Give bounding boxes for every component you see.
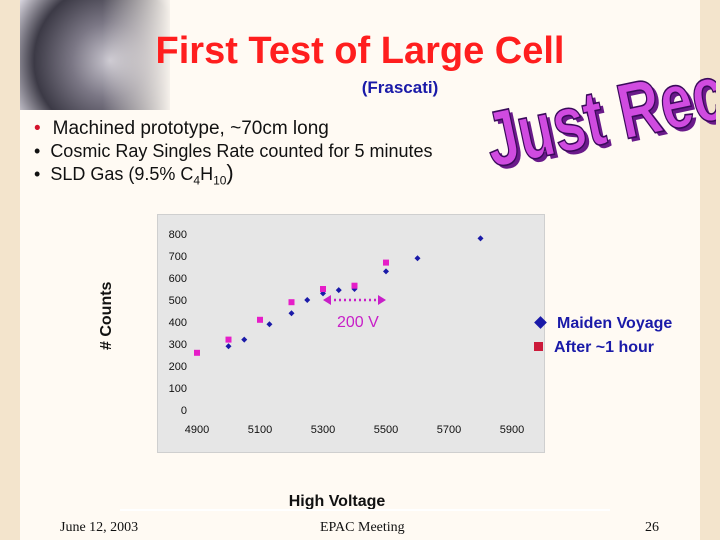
data-point-after <box>351 282 358 289</box>
slide-subtitle: (Frascati) <box>361 78 439 97</box>
legend-item-maiden: Maiden Voyage <box>534 312 672 336</box>
bullet-text-2: Cosmic Ray Singles Rate counted for 5 mi… <box>50 141 433 161</box>
data-point-maiden <box>241 336 248 343</box>
footer-event: EPAC Meeting <box>320 520 405 535</box>
page-number: 26 <box>645 520 659 535</box>
data-point-maiden <box>335 287 342 294</box>
x-tick-label: 5700 <box>437 424 461 436</box>
data-point-after <box>383 259 389 266</box>
photo-fade <box>20 0 170 110</box>
slide-title: First Test of Large Cell <box>155 30 565 72</box>
x-tick-label: 5300 <box>311 424 335 436</box>
bullet-dot-icon: • <box>34 118 41 139</box>
y-tick-label: 700 <box>169 251 187 263</box>
data-point-maiden <box>477 235 484 242</box>
bullet-text-3a: SLD Gas (9.5% C <box>50 164 194 184</box>
x-tick-label: 5500 <box>374 424 398 436</box>
bullet-dot-icon: • <box>34 164 41 184</box>
x-tick-label: 5900 <box>500 424 524 436</box>
bullet-sub-2: 10 <box>213 173 227 188</box>
bullet-text-3b: H <box>200 164 214 184</box>
y-tick-label: 800 <box>169 229 187 241</box>
bullet-list: • Machined prototype, ~70cm long • Cosmic … <box>34 118 433 192</box>
y-tick-label: 100 <box>169 383 187 395</box>
bullet-item-2: • Cosmic Ray Singles Rate counted for 5 m… <box>34 140 433 162</box>
annotation-label: 200 V <box>337 314 379 331</box>
arrow-right-icon <box>378 295 386 305</box>
x-tick-label: 5100 <box>248 424 272 436</box>
bullet-sub-1: 4 <box>193 173 201 188</box>
data-point-after <box>257 316 263 323</box>
just-received-stamp: Just Received! Just Received! <box>480 62 716 172</box>
bullet-text-3c: ) <box>226 160 234 185</box>
y-axis-label: # Counts <box>98 281 115 350</box>
x-axis-label: High Voltage <box>288 493 386 510</box>
data-point-maiden <box>266 321 273 328</box>
chart-legend: Maiden Voyage After ~1 hour <box>534 312 672 360</box>
footer-divider <box>120 509 610 511</box>
y-tick-label: 400 <box>169 317 187 329</box>
legend-item-after: After ~1 hour <box>534 336 672 360</box>
data-point-maiden <box>304 297 311 303</box>
data-point-maiden <box>288 310 295 317</box>
chart-area <box>157 214 545 453</box>
data-point-after <box>194 349 200 356</box>
y-tick-label: 300 <box>169 339 187 351</box>
data-point-maiden <box>383 268 389 275</box>
arrow-left-icon <box>323 295 331 305</box>
data-point-after <box>288 299 295 306</box>
y-tick-label: 500 <box>169 295 187 307</box>
data-point-maiden <box>225 343 232 350</box>
legend-label-1: Maiden Voyage <box>557 315 673 332</box>
bullet-item-1: • Machined prototype, ~70cm long <box>34 118 433 140</box>
y-tick-label: 200 <box>169 361 187 373</box>
data-point-after <box>225 336 232 343</box>
y-axis-label-wrap: # Counts <box>98 228 122 358</box>
legend-label-2: After ~1 hour <box>554 339 655 356</box>
bullet-item-3: • SLD Gas (9.5% C4H10) <box>34 162 433 192</box>
y-tick-label: 600 <box>169 273 187 285</box>
footer-date: June 12, 2003 <box>60 520 139 535</box>
x-tick-label: 4900 <box>185 424 209 436</box>
square-marker-icon <box>534 342 543 351</box>
data-point-maiden <box>414 255 421 262</box>
data-point-after <box>320 286 326 292</box>
bullet-text-1: Machined prototype, ~70cm long <box>52 118 329 139</box>
diamond-marker-icon <box>534 316 547 329</box>
bullet-dot-icon: • <box>34 141 41 161</box>
y-tick-label: 0 <box>181 405 187 417</box>
